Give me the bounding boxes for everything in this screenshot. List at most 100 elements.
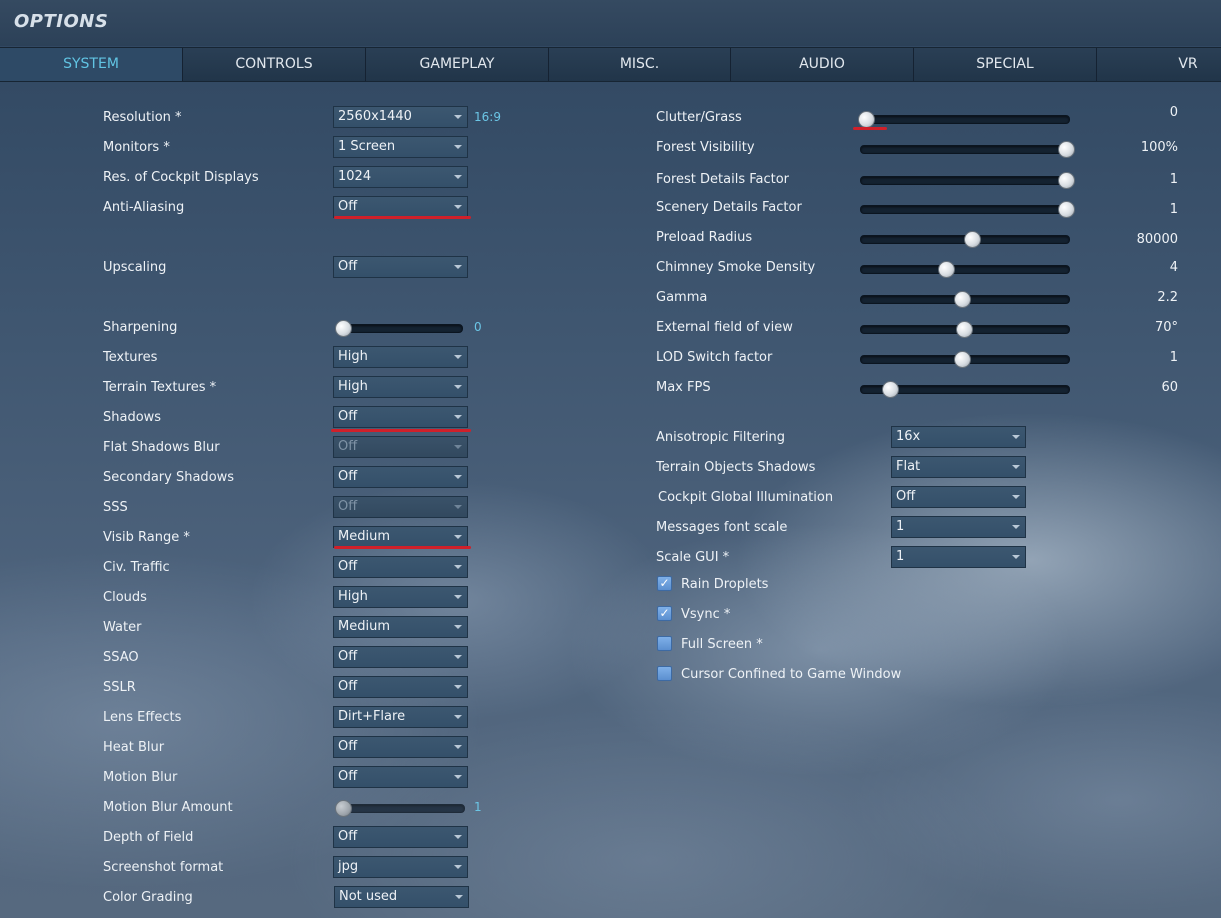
max-fps-slider-handle[interactable] bbox=[882, 381, 899, 398]
upscaling-label: Upscaling bbox=[103, 260, 167, 275]
preload-radius-slider-handle[interactable] bbox=[964, 231, 981, 248]
civ-traffic-dropdown[interactable]: Off bbox=[333, 556, 468, 578]
clutter-grass-slider[interactable] bbox=[860, 115, 1070, 124]
ssao-dropdown[interactable]: Off bbox=[333, 646, 468, 668]
chevron-down-icon bbox=[454, 505, 462, 509]
flat-shadows-blur-dropdown: Off bbox=[333, 436, 468, 458]
rain-droplets-checkbox[interactable]: ✓ bbox=[657, 576, 672, 591]
scenery-details-value: 1 bbox=[1169, 202, 1178, 217]
resolution-dropdown[interactable]: 2560x1440 bbox=[333, 106, 468, 128]
forest-visibility-slider[interactable] bbox=[860, 145, 1070, 154]
window-title: OPTIONS bbox=[14, 11, 109, 32]
sslr-value: Off bbox=[338, 679, 358, 694]
cockpit-gi-label: Cockpit Global Illumination bbox=[658, 490, 834, 505]
cursor-confined-checkbox[interactable] bbox=[657, 666, 672, 681]
monitors-dropdown[interactable]: 1 Screen bbox=[333, 136, 468, 158]
chevron-down-icon bbox=[454, 655, 462, 659]
chimney-smoke-label: Chimney Smoke Density bbox=[656, 260, 816, 275]
anti-aliasing-dropdown[interactable]: Off bbox=[333, 196, 468, 218]
visib-range-dropdown[interactable]: Medium bbox=[333, 526, 468, 548]
scale-gui-dropdown[interactable]: 1 bbox=[891, 546, 1026, 568]
gamma-value: 2.2 bbox=[1157, 290, 1178, 305]
full-screen-checkbox[interactable] bbox=[657, 636, 672, 651]
civ-traffic-value: Off bbox=[338, 559, 358, 574]
chevron-down-icon bbox=[454, 475, 462, 479]
cockpit-res-value: 1024 bbox=[338, 169, 372, 184]
aspect-ratio-value: 16:9 bbox=[474, 110, 501, 124]
tab-misc[interactable]: MISC. bbox=[549, 48, 731, 81]
cockpit-res-dropdown[interactable]: 1024 bbox=[333, 166, 468, 188]
forest-visibility-slider-handle[interactable] bbox=[1058, 141, 1075, 158]
forest-details-slider-handle[interactable] bbox=[1058, 172, 1075, 189]
depth-of-field-dropdown[interactable]: Off bbox=[333, 826, 468, 848]
chevron-down-icon bbox=[454, 715, 462, 719]
chevron-down-icon bbox=[454, 265, 462, 269]
sharpening-label: Sharpening bbox=[103, 320, 178, 335]
forest-visibility-label: Forest Visibility bbox=[656, 140, 755, 155]
civ-traffic-label: Civ. Traffic bbox=[103, 560, 170, 575]
terrain-obj-shadows-dropdown[interactable]: Flat bbox=[891, 456, 1026, 478]
max-fps-value: 60 bbox=[1161, 380, 1178, 395]
highlight-underline bbox=[853, 127, 887, 130]
shadows-value: Off bbox=[338, 409, 358, 424]
anisotropic-dropdown[interactable]: 16x bbox=[891, 426, 1026, 448]
water-value: Medium bbox=[338, 619, 390, 634]
forest-details-slider[interactable] bbox=[860, 176, 1070, 185]
gamma-slider-handle[interactable] bbox=[954, 291, 971, 308]
max-fps-slider[interactable] bbox=[860, 385, 1070, 394]
tab-system[interactable]: SYSTEM bbox=[0, 48, 183, 81]
ssao-label: SSAO bbox=[103, 650, 139, 665]
sslr-dropdown[interactable]: Off bbox=[333, 676, 468, 698]
cockpit-gi-dropdown[interactable]: Off bbox=[891, 486, 1026, 508]
tab-bar: SYSTEM CONTROLS GAMEPLAY MISC. AUDIO SPE… bbox=[0, 47, 1221, 82]
motion-blur-dropdown[interactable]: Off bbox=[333, 766, 468, 788]
textures-dropdown[interactable]: High bbox=[333, 346, 468, 368]
cursor-confined-label: Cursor Confined to Game Window bbox=[681, 667, 902, 682]
chevron-down-icon bbox=[454, 775, 462, 779]
secondary-shadows-value: Off bbox=[338, 469, 358, 484]
anti-aliasing-label: Anti-Aliasing bbox=[103, 200, 185, 215]
tab-controls[interactable]: CONTROLS bbox=[183, 48, 366, 81]
chevron-down-icon bbox=[454, 535, 462, 539]
chimney-smoke-slider-handle[interactable] bbox=[938, 261, 955, 278]
external-fov-slider-handle[interactable] bbox=[956, 321, 973, 338]
tab-special[interactable]: SPECIAL bbox=[914, 48, 1097, 81]
scenery-details-label: Scenery Details Factor bbox=[656, 200, 802, 215]
scenery-details-slider-handle[interactable] bbox=[1058, 201, 1075, 218]
depth-of-field-label: Depth of Field bbox=[103, 830, 194, 845]
clutter-grass-label: Clutter/Grass bbox=[656, 110, 742, 125]
tab-gameplay[interactable]: GAMEPLAY bbox=[366, 48, 549, 81]
textures-value: High bbox=[338, 349, 368, 364]
clouds-value: High bbox=[338, 589, 368, 604]
color-grading-dropdown[interactable]: Not used bbox=[334, 886, 469, 908]
chimney-smoke-slider[interactable] bbox=[860, 265, 1070, 274]
clouds-dropdown[interactable]: High bbox=[333, 586, 468, 608]
screenshot-format-dropdown[interactable]: jpg bbox=[333, 856, 468, 878]
heat-blur-value: Off bbox=[338, 739, 358, 754]
visib-range-label: Visib Range * bbox=[103, 530, 190, 545]
tab-audio[interactable]: AUDIO bbox=[731, 48, 914, 81]
vsync-checkbox[interactable]: ✓ bbox=[657, 606, 672, 621]
messages-font-dropdown[interactable]: 1 bbox=[891, 516, 1026, 538]
external-fov-label: External field of view bbox=[656, 320, 793, 335]
max-fps-label: Max FPS bbox=[656, 380, 711, 395]
terrain-textures-dropdown[interactable]: High bbox=[333, 376, 468, 398]
secondary-shadows-dropdown[interactable]: Off bbox=[333, 466, 468, 488]
sharpening-slider-handle[interactable] bbox=[335, 320, 352, 337]
sharpening-value: 0 bbox=[474, 320, 482, 334]
scenery-details-slider[interactable] bbox=[860, 205, 1070, 214]
terrain-obj-shadows-label: Terrain Objects Shadows bbox=[656, 460, 816, 475]
chevron-down-icon bbox=[1012, 435, 1020, 439]
lod-switch-slider-handle[interactable] bbox=[954, 351, 971, 368]
water-dropdown[interactable]: Medium bbox=[333, 616, 468, 638]
sharpening-slider[interactable] bbox=[339, 324, 463, 333]
heat-blur-dropdown[interactable]: Off bbox=[333, 736, 468, 758]
lens-effects-dropdown[interactable]: Dirt+Flare bbox=[333, 706, 468, 728]
chevron-down-icon bbox=[454, 625, 462, 629]
tab-vr[interactable]: VR bbox=[1097, 48, 1221, 81]
secondary-shadows-label: Secondary Shadows bbox=[103, 470, 235, 485]
clutter-grass-slider-handle[interactable] bbox=[858, 111, 875, 128]
upscaling-dropdown[interactable]: Off bbox=[333, 256, 468, 278]
chevron-down-icon bbox=[454, 685, 462, 689]
shadows-dropdown[interactable]: Off bbox=[333, 406, 468, 428]
